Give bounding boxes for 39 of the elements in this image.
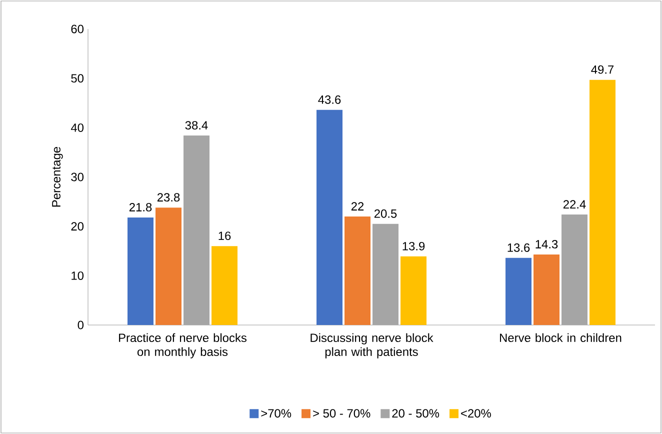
x-tick-label: Nerve block in children: [500, 333, 622, 342]
data-label: 14.3: [536, 240, 558, 248]
bar: [128, 217, 154, 325]
data-label: 13.6: [508, 243, 530, 252]
bar: [156, 208, 182, 325]
data-label: 23.8: [157, 193, 180, 202]
legend-label: >70%: [261, 409, 292, 418]
data-label: 22.4: [563, 200, 586, 208]
data-label: 16: [218, 232, 231, 240]
y-tick-label: 10: [72, 271, 84, 280]
bar: [316, 110, 343, 325]
legend-label: <20%: [461, 409, 491, 418]
y-tick-label: 0: [78, 320, 84, 330]
bar: [562, 214, 588, 325]
y-tick-label: 50: [71, 74, 84, 83]
bar: [212, 246, 238, 325]
x-tick-label: Practice of nerve blocks on monthly basis: [119, 333, 246, 358]
data-label: 49.7: [591, 65, 614, 74]
legend-label: > 50 - 70%: [313, 409, 370, 418]
y-tick-label: 40: [70, 123, 84, 132]
x-tick-label: Discussing nerve block plan with patients: [310, 333, 434, 358]
y-tick-label: 20: [71, 222, 84, 231]
data-label: 38.4: [185, 121, 208, 130]
bar: [344, 216, 371, 325]
data-label: 21.8: [129, 202, 152, 212]
legend-label: 20 - 50%: [392, 409, 440, 418]
y-tick-label: 30: [71, 172, 84, 182]
bar: [506, 258, 532, 325]
y-axis-title: Percentage: [52, 146, 63, 207]
bar: [372, 224, 399, 325]
data-label: 13.9: [402, 242, 425, 250]
data-label: 43.6: [318, 95, 341, 104]
y-tick-label: 60: [71, 24, 84, 34]
bar: [400, 256, 427, 325]
data-label: 20.5: [374, 209, 397, 218]
bar: [184, 136, 210, 325]
bar: [590, 80, 616, 325]
data-label: 22: [351, 202, 364, 210]
bar: [534, 254, 560, 325]
